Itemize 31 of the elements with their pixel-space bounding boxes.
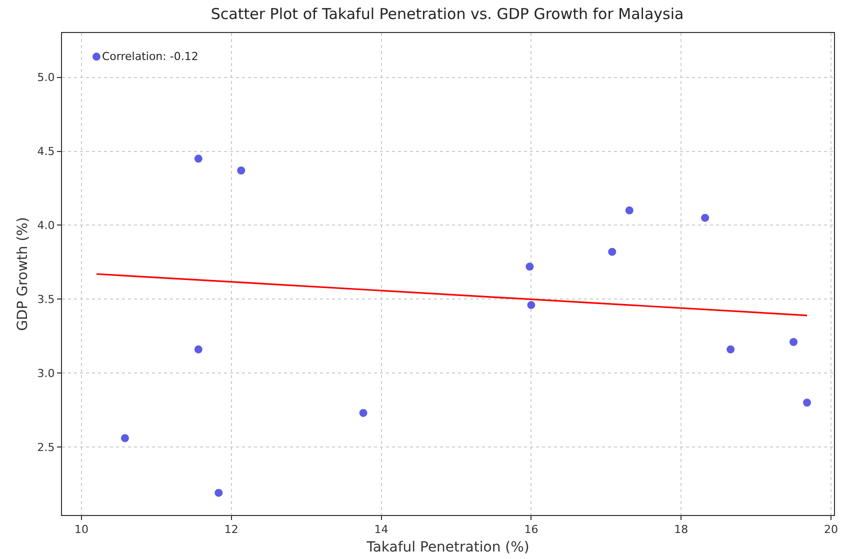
y-tick-label: 4.5	[37, 145, 55, 158]
y-tick-label: 2.5	[37, 440, 55, 454]
point	[608, 248, 616, 256]
point	[625, 206, 634, 214]
x-tick-label: 18	[674, 523, 688, 536]
y-tick-label: 3.5	[37, 292, 55, 306]
point	[237, 166, 246, 174]
x-tick-label: 10	[74, 523, 88, 536]
y-tick-label: 3.0	[37, 366, 55, 380]
point	[194, 154, 202, 163]
point	[726, 345, 735, 354]
annotation: Correlation: -0.12	[102, 50, 198, 63]
point	[214, 488, 223, 497]
y-tick-label: 5.0	[37, 71, 55, 84]
point	[526, 262, 534, 271]
point	[120, 434, 129, 442]
x-tick-label: 12	[224, 523, 238, 536]
chart-title: Scatter Plot of Takaful Penetration vs. GDP Growth for Malaysia	[210, 4, 684, 23]
y-axis-title: GDP Growth (%)	[14, 217, 31, 331]
x-tick-label: 20	[824, 523, 838, 536]
point	[701, 214, 710, 222]
x-axis-title: Takaful Penetration (%)	[366, 540, 530, 556]
x-tick-label: 14	[374, 523, 388, 536]
point	[790, 338, 798, 346]
y-tick-label: 4.0	[37, 219, 55, 232]
point	[92, 52, 100, 61]
x-tick-label: 16	[524, 523, 538, 536]
point	[359, 408, 368, 417]
point	[527, 301, 536, 310]
point	[803, 398, 812, 407]
point	[194, 345, 202, 354]
